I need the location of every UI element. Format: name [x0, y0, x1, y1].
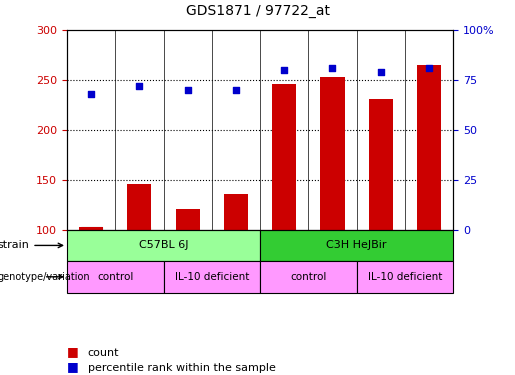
Point	[183, 87, 192, 93]
Point	[87, 91, 95, 97]
Bar	[67, 230, 260, 261]
Bar	[163, 261, 260, 292]
Point	[329, 65, 337, 71]
Bar	[176, 209, 200, 330]
Bar	[79, 227, 103, 330]
Point	[425, 65, 433, 71]
Text: genotype/variation: genotype/variation	[0, 272, 90, 282]
Bar	[260, 261, 356, 292]
Point	[280, 67, 288, 73]
Text: ■: ■	[67, 360, 79, 373]
Text: GDS1871 / 97722_at: GDS1871 / 97722_at	[185, 4, 330, 18]
Bar	[260, 230, 453, 261]
Text: control: control	[97, 272, 133, 282]
Bar	[67, 261, 163, 292]
Point	[376, 69, 385, 75]
Text: C57BL 6J: C57BL 6J	[139, 240, 188, 250]
Point	[232, 87, 240, 93]
Bar	[417, 65, 441, 330]
Bar	[369, 99, 393, 330]
Bar	[224, 194, 248, 330]
Text: count: count	[88, 348, 119, 358]
Text: IL-10 deficient: IL-10 deficient	[368, 272, 442, 282]
Bar	[320, 77, 345, 330]
Bar	[272, 84, 296, 330]
Text: C3H HeJBir: C3H HeJBir	[327, 240, 387, 250]
Bar	[356, 261, 453, 292]
Text: control: control	[290, 272, 327, 282]
Text: percentile rank within the sample: percentile rank within the sample	[88, 363, 276, 373]
Text: strain: strain	[0, 240, 63, 250]
Text: ■: ■	[67, 345, 79, 358]
Point	[135, 83, 144, 89]
Bar	[127, 184, 151, 330]
Text: IL-10 deficient: IL-10 deficient	[175, 272, 249, 282]
